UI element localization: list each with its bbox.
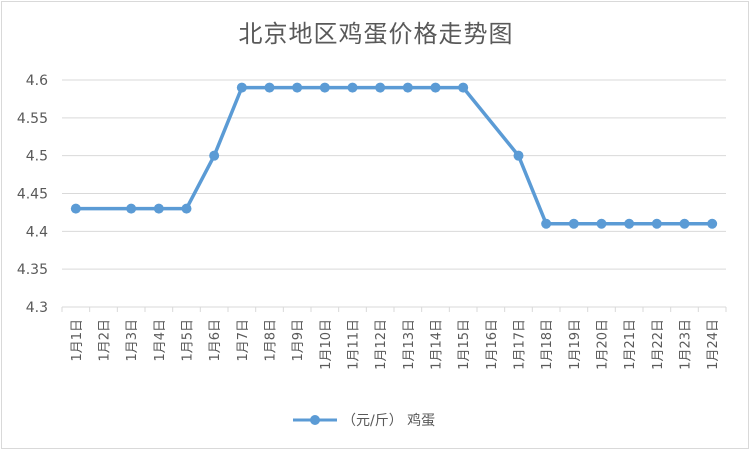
- y-tick-label: 4.3: [26, 300, 48, 316]
- data-point: [153, 203, 164, 214]
- data-point: [541, 218, 552, 229]
- y-tick-label: 4.35: [17, 262, 48, 278]
- data-point: [651, 218, 662, 229]
- x-tick-label: 1月2日: [98, 319, 113, 362]
- x-tick-label: 1月13日: [402, 319, 417, 370]
- x-tick-label: 1月22日: [651, 319, 666, 370]
- x-tick-label: 1月15日: [457, 319, 472, 370]
- y-tick-label: 4.45: [17, 187, 48, 203]
- x-tick-label: 1月9日: [291, 319, 306, 362]
- x-tick-label: 1月19日: [568, 319, 583, 370]
- x-tick-label: 1月3日: [125, 319, 140, 362]
- legend-label: （元/斤） 鸡蛋: [342, 412, 435, 429]
- x-tick-label: 1月6日: [208, 319, 223, 362]
- data-point: [70, 203, 81, 214]
- data-point: [236, 82, 247, 93]
- gridlines: [62, 79, 726, 308]
- data-point: [402, 82, 413, 93]
- x-tick-label: 1月11日: [347, 319, 362, 370]
- data-point: [292, 82, 303, 93]
- legend-marker-swatch: [310, 415, 320, 425]
- x-tick-label: 1月4日: [153, 319, 168, 362]
- y-tick-label: 4.4: [26, 224, 48, 240]
- y-axis-ticks: 4.6 4.55 4.5 4.45 4.4 4.35 4.3: [17, 73, 48, 316]
- data-point: [209, 150, 220, 161]
- data-point: [430, 82, 441, 93]
- x-tick-label: 1月8日: [264, 319, 279, 362]
- x-tick-label: 1月18日: [540, 319, 555, 370]
- x-tick-label: 1月1日: [70, 319, 85, 362]
- data-point: [375, 82, 386, 93]
- y-tick-label: 4.5: [26, 149, 48, 165]
- data-point: [181, 203, 192, 214]
- data-point: [126, 203, 137, 214]
- data-point: [264, 82, 275, 93]
- x-axis-ticks: 1月1日 1月2日 1月3日 1月4日 1月5日 1月6日 1月7日 1月8日 1月9日 1月10…: [61, 307, 727, 370]
- data-point: [319, 82, 330, 93]
- series-layer: [70, 82, 718, 229]
- data-point: [679, 218, 690, 229]
- data-point: [347, 82, 358, 93]
- data-point: [458, 82, 469, 93]
- data-point: [596, 218, 607, 229]
- x-tick-label: 1月20日: [596, 319, 611, 370]
- legend: （元/斤） 鸡蛋: [293, 412, 435, 429]
- x-tick-label: 1月21日: [623, 319, 638, 370]
- y-tick-label: 4.55: [17, 111, 48, 127]
- chart-title: 北京地区鸡蛋价格走势图: [238, 20, 514, 48]
- x-tick-label: 1月16日: [485, 319, 500, 370]
- x-tick-label: 1月17日: [513, 319, 528, 370]
- x-tick-label: 1月5日: [181, 319, 196, 362]
- x-tick-label: 1月24日: [706, 319, 721, 370]
- data-point: [513, 150, 524, 161]
- x-tick-label: 1月14日: [430, 319, 445, 370]
- data-point: [568, 218, 579, 229]
- x-tick-label: 1月7日: [236, 319, 251, 362]
- x-tick-label: 1月12日: [374, 319, 389, 370]
- x-tick-label: 1月10日: [319, 319, 334, 370]
- data-point: [707, 218, 718, 229]
- data-point: [624, 218, 635, 229]
- series-line: [75, 85, 713, 226]
- y-tick-label: 4.6: [26, 73, 48, 89]
- x-tick-label: 1月23日: [679, 319, 694, 370]
